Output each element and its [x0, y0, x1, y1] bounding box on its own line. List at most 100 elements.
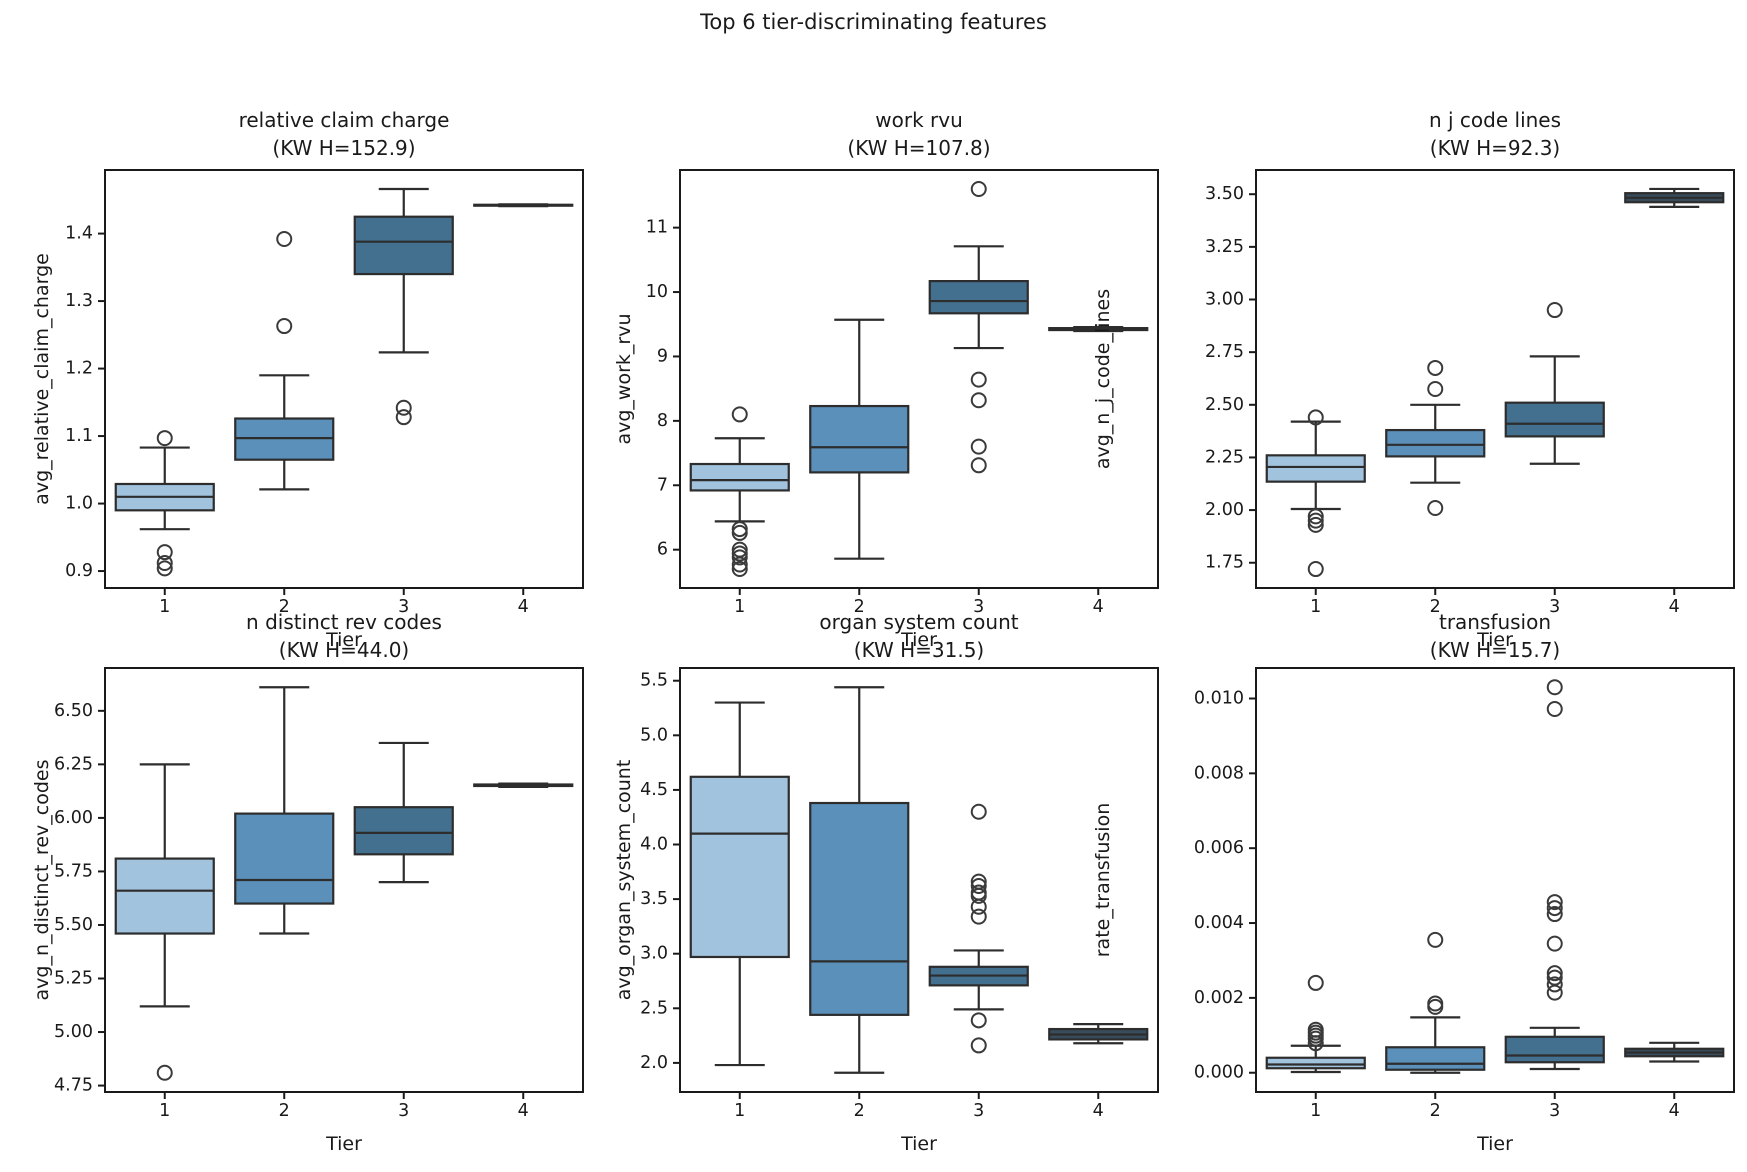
axes-frame: [104, 169, 584, 589]
outlier-point: [276, 230, 293, 247]
box-tier-1: [1265, 454, 1366, 483]
y-tick-label: 3.0: [640, 944, 668, 964]
subplot-work-rvu: work rvu (KW H=107.8) avg_work_rvu Tier 6 7 8 9…: [613, 108, 1159, 651]
x-axis-label: Tier: [900, 629, 937, 651]
x-tick-label: 3: [398, 597, 409, 617]
box-tier-2: [234, 812, 335, 905]
outlier-point: [1307, 508, 1324, 525]
outlier-point: [1307, 516, 1324, 533]
subplot-n-j-code-lines: n j code lines (KW H=92.3) avg_n_j_code_li…: [1092, 108, 1735, 651]
outlier-point: [1427, 931, 1444, 948]
x-tick-label: 4: [518, 1101, 529, 1121]
outlier-point: [970, 878, 987, 895]
outlier-point: [1546, 965, 1563, 982]
box-tier-2: [1385, 1046, 1486, 1071]
subplot-organ-system-count: organ system count (KW H=31.5) avg_organ_s…: [613, 610, 1159, 1155]
y-tick-label: 4.0: [640, 835, 668, 855]
y-tick-label: 1.75: [1205, 553, 1244, 573]
subplot-subtitle: (KW H=107.8): [847, 136, 990, 160]
y-tick-label: 5.00: [54, 1022, 93, 1042]
outlier-point: [970, 803, 987, 820]
y-tick-label: 5.50: [54, 915, 93, 935]
outlier-point: [1546, 935, 1563, 952]
outlier-point: [1307, 1035, 1324, 1052]
x-axis-label: Tier: [900, 1133, 937, 1155]
x-tick-label: 1: [1310, 1101, 1321, 1121]
y-tick-label: 4.75: [54, 1076, 93, 1096]
subplot-relative-claim-charge: relative claim charge (KW H=152.9) avg_rel…: [31, 108, 584, 651]
outlier-point: [1427, 995, 1444, 1012]
x-tick-label: 3: [1549, 1101, 1560, 1121]
y-tick-label: 3.00: [1205, 290, 1244, 310]
box-tier-3: [1504, 401, 1605, 438]
box-tier-1: [1265, 1056, 1366, 1070]
y-tick-label: 0.9: [65, 561, 93, 581]
y-tick-label: 0.010: [1194, 688, 1244, 708]
subplot-subtitle: (KW H=44.0): [279, 638, 409, 662]
outlier-point: [970, 392, 987, 409]
outlier-point: [1307, 512, 1324, 529]
x-tick-label: 4: [518, 597, 529, 617]
x-tick-label: 2: [1430, 1101, 1441, 1121]
outlier-point: [1307, 974, 1324, 991]
y-tick-label: 3.50: [1205, 184, 1244, 204]
subplot-title: n distinct rev codes: [246, 610, 442, 634]
outlier-point: [395, 399, 412, 416]
x-tick-label: 2: [854, 1101, 865, 1121]
x-tick-label: 2: [1430, 597, 1441, 617]
y-tick-label: 7: [657, 475, 668, 495]
box-tier-3: [1504, 1035, 1605, 1064]
box-tier-2: [809, 404, 910, 474]
outlier-point: [970, 438, 987, 455]
box-tier-3: [928, 280, 1029, 315]
axes-frame: [679, 667, 1159, 1093]
outlier-point: [970, 181, 987, 197]
y-tick-label: 2.5: [640, 998, 668, 1018]
axes-frame: [104, 667, 584, 1093]
y-tick-label: 5.5: [640, 671, 668, 691]
box-tier-2: [809, 801, 910, 1016]
y-tick-label: 0.008: [1194, 763, 1244, 783]
axes-frame: [679, 169, 1159, 589]
outlier-point: [156, 430, 173, 447]
outlier-point: [1546, 894, 1563, 911]
axes-frame: [1255, 667, 1735, 1093]
x-tick-label: 4: [1093, 597, 1104, 617]
subplot-subtitle: (KW H=92.3): [1430, 136, 1560, 160]
x-tick-label: 2: [279, 597, 290, 617]
outlier-point: [1307, 561, 1324, 578]
x-tick-label: 3: [973, 597, 984, 617]
outlier-point: [1427, 998, 1444, 1015]
y-tick-label: 5.25: [54, 969, 93, 989]
x-axis-label: Tier: [1476, 629, 1513, 651]
x-tick-label: 3: [398, 1101, 409, 1121]
y-tick-label: 0.002: [1194, 988, 1244, 1008]
outlier-point: [731, 556, 748, 573]
x-axis-label: Tier: [1476, 1133, 1513, 1155]
y-axis-label: rate_transfusion: [1092, 803, 1114, 958]
subplot-title: transfusion: [1439, 610, 1551, 634]
box-tier-1: [689, 775, 790, 959]
y-tick-label: 0.000: [1194, 1063, 1244, 1083]
y-tick-label: 5.0: [640, 725, 668, 745]
y-tick-label: 1.2: [65, 359, 93, 379]
outlier-point: [1546, 900, 1563, 917]
outlier-point: [731, 406, 748, 423]
box-tier-1: [689, 462, 790, 492]
outlier-point: [156, 560, 173, 577]
x-tick-label: 1: [1310, 597, 1321, 617]
subplot-n-distinct-rev-codes: n distinct rev codes (KW H=44.0) avg_n_dis…: [31, 610, 584, 1155]
y-tick-label: 10: [646, 282, 668, 302]
outlier-point: [970, 1012, 987, 1029]
outlier-point: [731, 561, 748, 577]
x-tick-label: 1: [159, 597, 170, 617]
y-tick-label: 0.004: [1194, 913, 1244, 933]
x-tick-label: 2: [279, 1101, 290, 1121]
y-tick-label: 1.1: [65, 426, 93, 446]
axes-frame: [1255, 169, 1735, 589]
subplot-title: relative claim charge: [239, 108, 450, 132]
x-tick-label: 4: [1093, 1101, 1104, 1121]
outlier-point: [731, 549, 748, 566]
